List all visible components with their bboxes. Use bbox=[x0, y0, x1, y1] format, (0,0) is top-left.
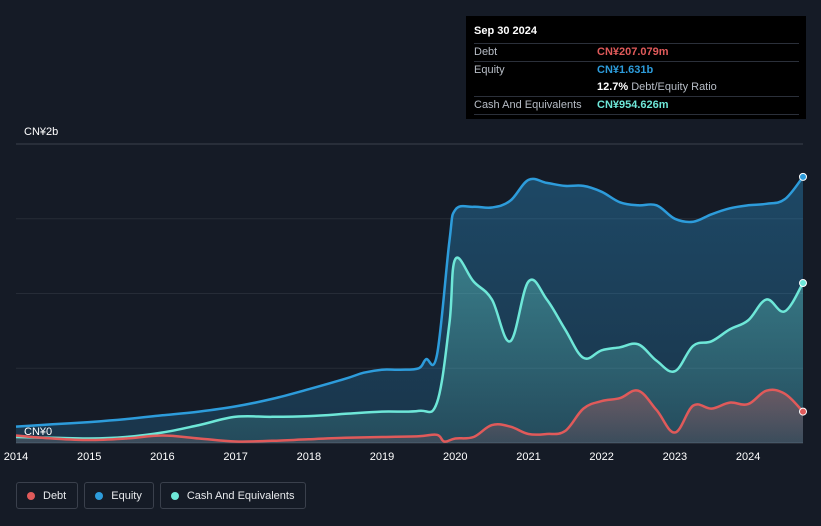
tooltip-row-debt: Debt CN¥207.079m bbox=[474, 43, 799, 61]
legend-dot-debt bbox=[27, 491, 35, 500]
y-axis-label-bottom: CN¥0 bbox=[24, 426, 52, 438]
x-tick-label: 2023 bbox=[663, 451, 687, 463]
tooltip-row-ratio: 12.7% Debt/Equity Ratio bbox=[474, 79, 799, 96]
tooltip-value-debt: CN¥207.079m bbox=[597, 46, 669, 58]
line-cash bbox=[15, 256, 805, 440]
x-tick-label: 2019 bbox=[370, 451, 394, 463]
x-tick-label: 2016 bbox=[150, 451, 174, 463]
tooltip-value-cash: CN¥954.626m bbox=[597, 99, 669, 111]
tooltip-label-equity: Equity bbox=[474, 64, 505, 76]
legend-item-equity[interactable]: Equity bbox=[84, 482, 154, 509]
legend-label-debt: Debt bbox=[43, 489, 67, 502]
tooltip-label-debt: Debt bbox=[474, 46, 498, 58]
tooltip-row-cash: Cash And Equivalents CN¥954.626m bbox=[474, 96, 799, 115]
x-tick-label: 2020 bbox=[443, 451, 467, 463]
x-tick-label: 2022 bbox=[589, 451, 613, 463]
tooltip-label-cash: Cash And Equivalents bbox=[474, 99, 582, 111]
end-marker-debt bbox=[799, 407, 807, 416]
x-tick-label: 2015 bbox=[77, 451, 101, 463]
chart-legend: Debt Equity Cash And Equivalents bbox=[16, 482, 307, 509]
x-tick-label: 2021 bbox=[516, 451, 540, 463]
tooltip-ratio-suffix: Debt/Equity Ratio bbox=[631, 81, 717, 93]
legend-item-cash[interactable]: Cash And Equivalents bbox=[159, 482, 307, 509]
x-tick-label: 2024 bbox=[736, 451, 760, 463]
end-marker-equity bbox=[799, 172, 807, 181]
legend-label-equity: Equity bbox=[111, 489, 142, 502]
tooltip-panel: Sep 30 2024 Debt CN¥207.079m Equity CN¥1… bbox=[466, 16, 806, 119]
line-debt bbox=[15, 388, 804, 443]
legend-dot-equity bbox=[95, 491, 104, 500]
end-marker-cash bbox=[799, 279, 807, 288]
tooltip-row-equity: Equity CN¥1.631b bbox=[474, 61, 799, 79]
area-debt bbox=[16, 389, 803, 443]
line-equity bbox=[15, 176, 804, 428]
x-tick-label: 2014 bbox=[4, 451, 28, 463]
legend-dot-cash bbox=[170, 491, 179, 500]
x-tick-label: 2017 bbox=[223, 451, 247, 463]
tooltip-value-ratio: 12.7% bbox=[597, 81, 629, 93]
legend-label-cash: Cash And Equivalents bbox=[186, 489, 295, 502]
y-axis-label-top: CN¥2b bbox=[24, 126, 58, 138]
tooltip-label-ratio bbox=[474, 79, 597, 96]
x-tick-label: 2018 bbox=[297, 451, 321, 463]
tooltip-date: Sep 30 2024 bbox=[474, 25, 537, 37]
legend-item-debt[interactable]: Debt bbox=[16, 482, 79, 509]
area-cash bbox=[16, 257, 803, 443]
tooltip-value-equity: CN¥1.631b bbox=[597, 64, 654, 76]
